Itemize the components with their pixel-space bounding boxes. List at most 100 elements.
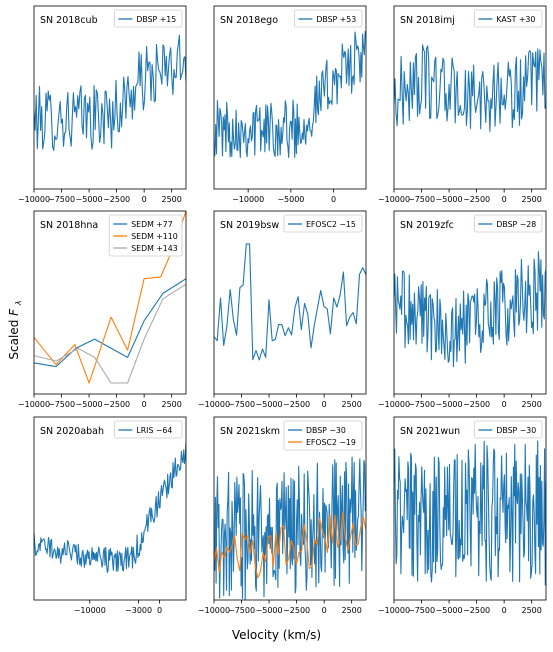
axes-frame — [393, 5, 547, 190]
legend-label: DBSP −30 — [306, 426, 346, 435]
x-tick-label: −10000 — [378, 195, 410, 204]
panel-title: SN 2018imj — [400, 15, 455, 26]
x-tick-label: −5000 — [76, 195, 103, 204]
plot-area — [34, 34, 186, 151]
x-tick-label: 2500 — [162, 400, 182, 409]
x-tick-label: −10000 — [74, 606, 106, 615]
legend: DBSP +53 — [293, 9, 363, 28]
y-axis-label-symbol: F — [7, 308, 21, 316]
plot-area — [394, 440, 546, 586]
panel-title: SN 2019bsw — [220, 220, 279, 231]
x-tick-label: −2500 — [463, 400, 490, 409]
legend-box — [283, 420, 363, 451]
x-tick-label: −7500 — [408, 195, 435, 204]
series-line-1 — [214, 456, 366, 600]
legend-label: SEDM +143 — [131, 244, 178, 253]
legend-label: EFOSC2 −19 — [306, 438, 356, 447]
x-tick-label: −10000 — [378, 400, 410, 409]
x-tick-label: −7500 — [408, 400, 435, 409]
legend-box — [108, 214, 183, 257]
panel-title: SN 2021wun — [400, 426, 460, 437]
series-line-1 — [34, 441, 186, 574]
panel-7: −10000 −3000 0 SN 2020abah LRIS −64 — [33, 416, 187, 615]
y-axis-label-subscript: λ — [14, 300, 23, 306]
axes-frame — [393, 416, 547, 601]
x-tick-label: 2500 — [162, 195, 182, 204]
x-tick-label: 2500 — [522, 606, 542, 615]
x-tick-label: 0 — [331, 195, 336, 204]
svg-text:Scaled F λ: Scaled F λ — [7, 300, 23, 359]
x-tick-label: −10000 — [198, 400, 230, 409]
x-tick-label: −2500 — [463, 195, 490, 204]
x-tick-label: −5000 — [256, 606, 283, 615]
panel-3: −10000−7500 −5000 −2500 0 2500 SN 2018imj KAST… — [378, 5, 547, 204]
legend-label: DBSP +15 — [136, 15, 176, 24]
series-line-1 — [34, 278, 186, 368]
x-tick-label: −7500 — [228, 606, 255, 615]
x-tick-label: −2500 — [463, 606, 490, 615]
x-tick-label: −7500 — [48, 400, 75, 409]
axes-frame — [393, 210, 547, 395]
series-line-1 — [394, 44, 546, 132]
panel-title: SN 2018cub — [40, 15, 98, 26]
panel-title: SN 2018hna — [40, 220, 98, 231]
x-tick-label: 0 — [502, 400, 507, 409]
panel-6: −10000−7500 −5000 −2500 0 2500 SN 2019zfc DBSP… — [378, 210, 547, 409]
axes-frame — [33, 5, 187, 190]
series-line-3 — [34, 283, 186, 384]
axes-frame — [33, 210, 187, 395]
panel-4: −10000−7500 −5000 −2500 0 2500 SN 2018hna SEDM… — [18, 210, 187, 409]
plot-area — [394, 251, 546, 368]
x-tick-label: 2500 — [522, 195, 542, 204]
legend-label: EFOSC2 −15 — [306, 220, 356, 229]
legend: SEDM +77 SEDM +110 SEDM +143 — [108, 214, 183, 257]
plot-area — [214, 30, 366, 159]
series-line-2 — [214, 511, 366, 579]
x-tick-label: −5000 — [256, 400, 283, 409]
plot-area — [394, 44, 546, 132]
x-tick-label: −7500 — [408, 606, 435, 615]
series-line-1 — [394, 251, 546, 368]
x-tick-label: −10000 — [232, 195, 264, 204]
panel-title: SN 2021skm — [220, 426, 280, 437]
legend: DBSP +15 — [114, 9, 183, 28]
x-tick-label: −5000 — [76, 400, 103, 409]
x-tick-label: −7500 — [228, 400, 255, 409]
legend-box — [293, 9, 363, 28]
panel-title: SN 2018ego — [220, 15, 278, 26]
axes-frame — [213, 210, 367, 395]
x-tick-label: 0 — [157, 606, 162, 615]
x-tick-label: 0 — [502, 606, 507, 615]
series-line-1 — [214, 243, 366, 361]
x-tick-label: 0 — [142, 400, 147, 409]
legend-box — [114, 9, 183, 28]
legend-label: DBSP +53 — [316, 15, 356, 24]
panel-title: SN 2019zfc — [400, 220, 454, 231]
panel-1: −10000−7500 −5000 −2500 0 2500 SN 2018cub DBSP… — [18, 5, 187, 204]
legend: DBSP −28 — [473, 214, 543, 233]
x-tick-label: −2500 — [103, 195, 130, 204]
panel-title: SN 2020abah — [40, 426, 104, 437]
series-line-1 — [394, 440, 546, 586]
x-tick-label: 2500 — [522, 400, 542, 409]
legend: DBSP −30 EFOSC2 −19 — [283, 420, 363, 451]
x-tick-label: −5000 — [277, 195, 304, 204]
legend: DBSP −30 — [473, 420, 543, 439]
legend-box — [473, 214, 543, 233]
panel-5: −10000−7500 −5000 −2500 0 2500 SN 2019bsw EFOS… — [198, 210, 367, 409]
axes-frame — [213, 5, 367, 190]
x-tick-label: −7500 — [48, 195, 75, 204]
x-tick-label: −2500 — [103, 400, 130, 409]
plot-area — [214, 456, 366, 600]
x-tick-label: −10000 — [378, 606, 410, 615]
x-tick-label: 2500 — [342, 606, 362, 615]
plot-area — [34, 211, 186, 384]
legend: KAST +30 — [473, 9, 543, 28]
legend-label: SEDM +77 — [131, 220, 173, 229]
x-tick-label: 0 — [322, 400, 327, 409]
legend-label: SEDM +110 — [131, 232, 178, 241]
x-tick-label: −5000 — [436, 400, 463, 409]
y-axis-label: Scaled F λ — [2, 300, 26, 360]
axes-frame — [33, 416, 187, 601]
